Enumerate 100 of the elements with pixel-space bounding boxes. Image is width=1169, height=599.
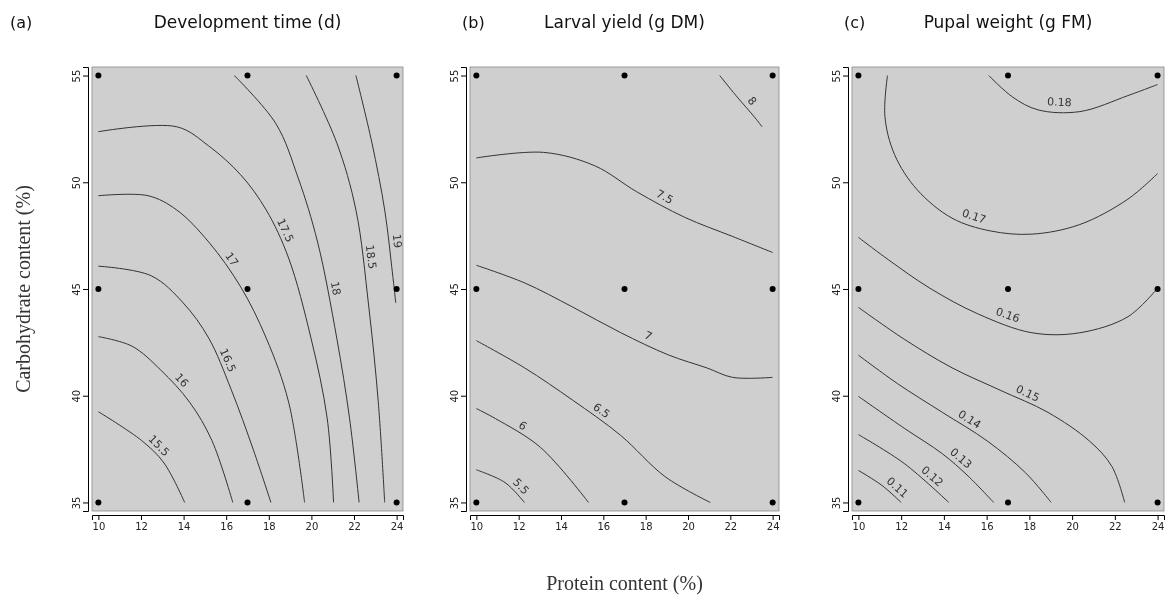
text: 16 — [171, 370, 192, 390]
x-tick-label: 12 — [135, 521, 148, 533]
point — [393, 286, 400, 292]
point — [769, 286, 776, 292]
line-series — [305, 75, 386, 503]
text: 16.5 — [216, 346, 239, 375]
x-tick-label: 24 — [390, 521, 404, 533]
y-tick-label: 45 — [830, 283, 842, 296]
text: (c) — [844, 13, 866, 32]
chart-title: Larval yield (g DM) — [544, 12, 705, 32]
line-series — [857, 395, 995, 503]
line-series — [475, 264, 774, 379]
point — [855, 499, 862, 506]
text: 17.5 — [274, 216, 297, 245]
x-tick-label: 22 — [1108, 521, 1122, 533]
text: 18.5 — [362, 243, 379, 270]
x-tick-label: 16 — [220, 521, 234, 533]
line-series — [475, 408, 590, 503]
y-tick-label: 40 — [830, 389, 842, 403]
point — [621, 499, 628, 506]
y-tick-label: 35 — [448, 496, 460, 510]
point — [473, 286, 480, 292]
y-tick-label: 55 — [448, 69, 460, 83]
text: 8 — [744, 94, 760, 108]
y-tick-label: 55 — [830, 69, 842, 83]
text: 17 — [222, 250, 241, 269]
y-tick-label: 55 — [70, 69, 82, 83]
text: 18 — [327, 280, 344, 297]
x-tick-label: 18 — [262, 521, 276, 533]
point — [1005, 499, 1011, 506]
y-tick-label: 40 — [70, 389, 82, 403]
y-axis-title: Carbohydrate content (%) — [12, 185, 35, 393]
x-tick-label: 10 — [852, 521, 866, 533]
point — [473, 72, 480, 79]
x-tick-label: 14 — [938, 521, 951, 533]
point — [1154, 499, 1161, 506]
x-tick-label: 16 — [980, 521, 994, 533]
point — [95, 72, 102, 79]
point — [621, 286, 628, 292]
x-tick-label: 12 — [895, 521, 909, 533]
point — [855, 72, 862, 79]
point — [769, 72, 776, 79]
point — [1005, 286, 1011, 292]
x-tick-label: 24 — [1151, 521, 1165, 533]
point — [855, 286, 862, 292]
x-tick-label: 22 — [724, 521, 738, 533]
y-tick-label: 50 — [830, 176, 842, 190]
series-label: 0.18 — [1046, 95, 1072, 110]
line-series — [884, 75, 1159, 235]
x-tick-label: 24 — [766, 521, 780, 533]
text: 7.5 — [653, 187, 676, 207]
point — [1154, 72, 1161, 79]
line-series — [719, 75, 763, 128]
text: (a) — [10, 13, 33, 32]
x-tick-label: 18 — [1023, 521, 1037, 533]
point — [1005, 72, 1011, 79]
point — [1154, 286, 1161, 292]
y-tick-label: 50 — [448, 176, 460, 190]
text: 0.16 — [993, 305, 1022, 326]
text: 6.5 — [590, 400, 613, 422]
point — [769, 499, 776, 506]
x-tick-label: 16 — [597, 521, 611, 533]
y-tick-label: 45 — [70, 283, 82, 296]
text: (b) — [462, 13, 485, 32]
line-series — [988, 75, 1159, 114]
line-series — [97, 336, 234, 503]
point — [393, 499, 400, 506]
y-tick-label: 45 — [448, 283, 460, 296]
point — [244, 286, 251, 292]
text: 6 — [516, 418, 529, 434]
text: 19 — [389, 233, 405, 249]
x-tick-label: 20 — [1066, 521, 1079, 533]
line-series — [475, 151, 774, 253]
x-tick-label: 14 — [555, 521, 568, 533]
y-tick-label: 40 — [448, 389, 460, 403]
x-tick-label: 14 — [177, 521, 191, 533]
line-series — [857, 354, 1052, 503]
line-series — [97, 265, 272, 503]
x-tick-label: 12 — [512, 521, 526, 533]
point — [244, 72, 251, 79]
point — [244, 499, 251, 506]
x-tick-label: 20 — [305, 521, 319, 533]
point — [393, 72, 400, 79]
point — [621, 72, 628, 79]
line-series — [97, 411, 186, 503]
x-tick-label: 10 — [92, 521, 106, 533]
point — [95, 499, 102, 506]
x-tick-label: 18 — [639, 521, 653, 533]
chart-title: Development time (d) — [153, 12, 342, 32]
text: 0.14 — [955, 407, 984, 432]
y-tick-label: 50 — [70, 176, 82, 190]
x-axis-title: Protein content (%) — [546, 572, 703, 595]
x-tick-label: 22 — [348, 521, 361, 533]
text: 0.17 — [960, 206, 988, 227]
text: 7 — [642, 328, 655, 344]
text: 5.5 — [510, 475, 532, 498]
point — [95, 286, 102, 292]
line-series — [475, 340, 711, 503]
y-tick-label: 35 — [830, 496, 842, 510]
text: 0.15 — [1013, 382, 1042, 405]
